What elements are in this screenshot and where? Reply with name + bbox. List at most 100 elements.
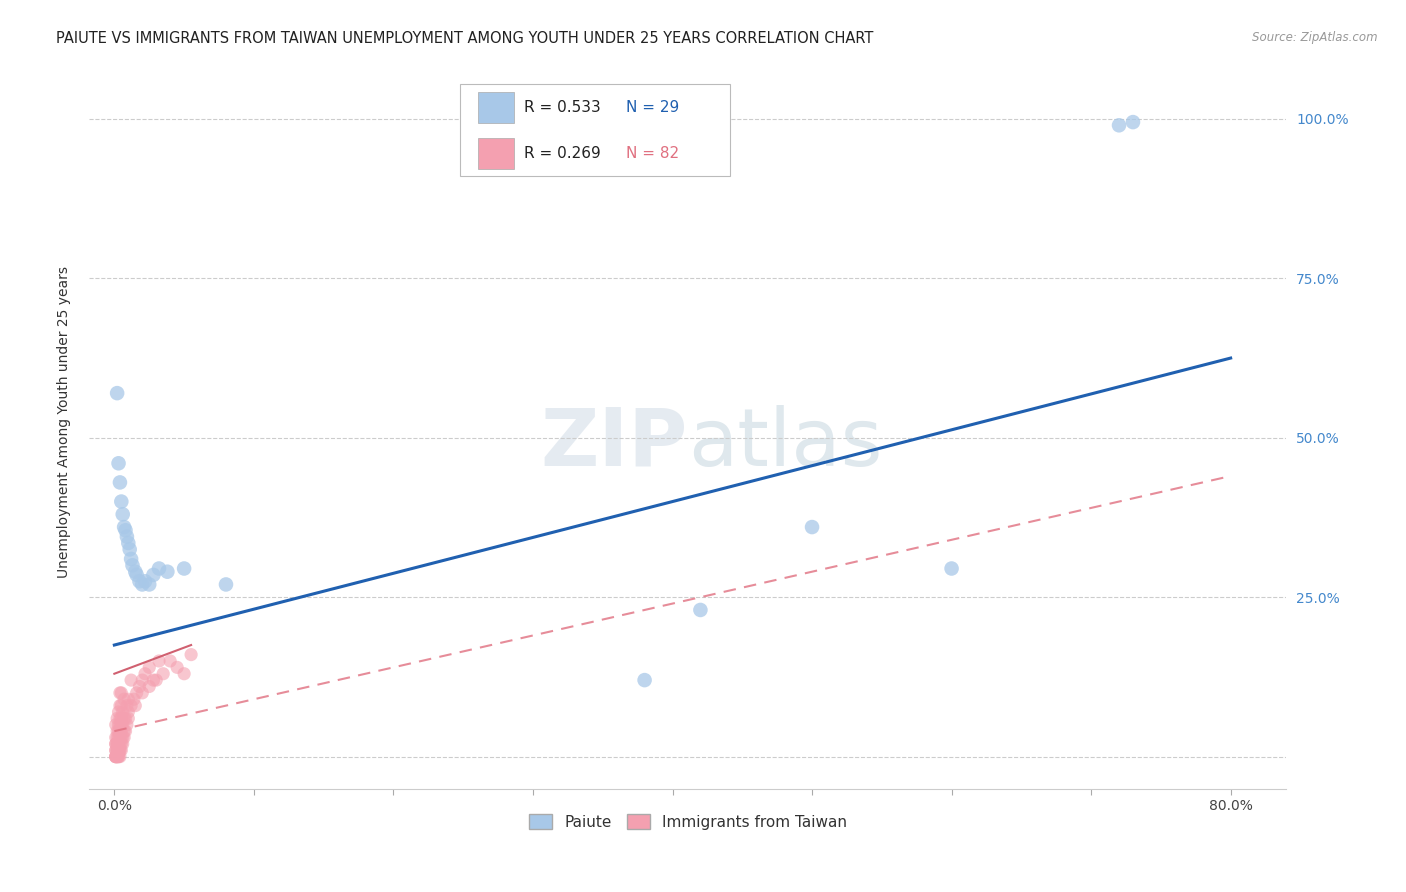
Point [108, 698, 131, 713]
Point [104, 749, 127, 764]
Point [107, 718, 129, 732]
FancyBboxPatch shape [478, 92, 515, 122]
Point [107, 456, 129, 470]
Point [105, 386, 128, 401]
Point [105, 724, 128, 739]
Point [105, 737, 128, 751]
Point [107, 724, 129, 739]
Point [104, 743, 127, 757]
Point [105, 743, 128, 757]
Point [689, 603, 711, 617]
Point [110, 718, 132, 732]
Point [138, 660, 160, 674]
Point [1108, 118, 1130, 132]
Point [124, 565, 146, 579]
Point [112, 711, 135, 725]
Point [142, 673, 165, 687]
Point [108, 718, 131, 732]
Point [111, 718, 134, 732]
Point [118, 542, 141, 557]
Point [105, 749, 128, 764]
Point [159, 654, 181, 668]
Point [120, 552, 142, 566]
Point [108, 711, 131, 725]
Point [108, 686, 131, 700]
Point [131, 686, 153, 700]
Text: ZIP: ZIP [540, 405, 688, 483]
Point [105, 749, 128, 764]
Point [111, 705, 134, 719]
Point [104, 731, 127, 745]
Point [110, 494, 132, 508]
Point [117, 692, 139, 706]
Point [110, 743, 132, 757]
Point [110, 686, 132, 700]
Point [117, 536, 139, 550]
Point [134, 666, 156, 681]
Point [110, 731, 132, 745]
Point [107, 743, 129, 757]
Point [108, 731, 131, 745]
Point [108, 737, 131, 751]
Point [1122, 115, 1144, 129]
Point [633, 673, 655, 687]
Point [117, 711, 139, 725]
Point [148, 654, 170, 668]
Point [112, 692, 135, 706]
Point [145, 673, 167, 687]
Point [104, 749, 127, 764]
Point [138, 577, 160, 591]
Point [152, 666, 174, 681]
Point [114, 523, 136, 537]
Point [111, 737, 134, 751]
Point [156, 565, 179, 579]
Point [125, 567, 148, 582]
Point [121, 558, 143, 573]
Point [120, 673, 142, 687]
Point [110, 724, 132, 739]
Point [105, 711, 128, 725]
Point [134, 574, 156, 589]
Point [166, 660, 188, 674]
Point [105, 737, 128, 751]
Text: R = 0.269: R = 0.269 [524, 146, 600, 161]
Text: R = 0.533: R = 0.533 [524, 100, 600, 114]
Point [112, 724, 135, 739]
Point [108, 749, 131, 764]
Point [108, 724, 131, 739]
Point [107, 705, 129, 719]
Point [111, 508, 134, 522]
Point [138, 680, 160, 694]
Point [105, 749, 128, 764]
Point [131, 577, 153, 591]
Point [173, 561, 195, 575]
Point [131, 673, 153, 687]
Point [112, 731, 135, 745]
Point [120, 698, 142, 713]
Point [128, 680, 150, 694]
Text: atlas: atlas [688, 405, 882, 483]
Y-axis label: Unemployment Among Youth under 25 years: Unemployment Among Youth under 25 years [58, 266, 72, 578]
FancyBboxPatch shape [460, 85, 730, 176]
Point [112, 520, 135, 534]
Point [125, 686, 148, 700]
Point [104, 749, 127, 764]
Point [104, 718, 127, 732]
FancyBboxPatch shape [478, 138, 515, 169]
Point [108, 743, 131, 757]
Point [117, 705, 139, 719]
Point [148, 561, 170, 575]
Point [215, 577, 238, 591]
Point [110, 737, 132, 751]
Point [941, 561, 963, 575]
Point [122, 692, 145, 706]
Point [107, 743, 129, 757]
Point [110, 698, 132, 713]
Point [142, 567, 165, 582]
Point [107, 737, 129, 751]
Point [115, 718, 138, 732]
Point [107, 749, 129, 764]
Point [108, 743, 131, 757]
Point [124, 698, 146, 713]
Text: Source: ZipAtlas.com: Source: ZipAtlas.com [1253, 31, 1378, 45]
